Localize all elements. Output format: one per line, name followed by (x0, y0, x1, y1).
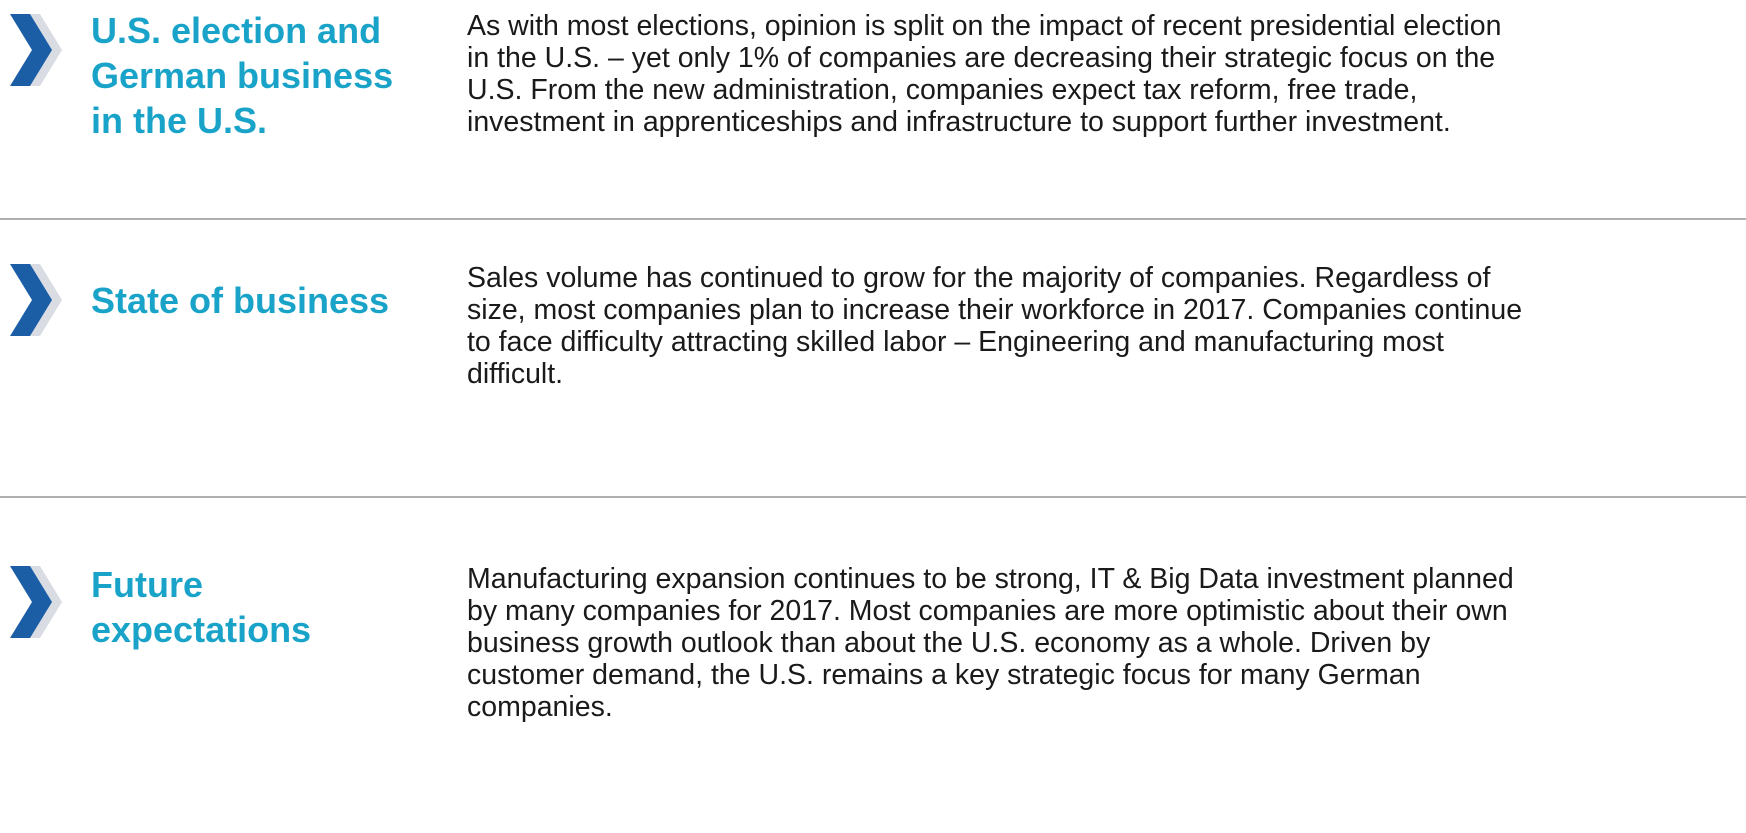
section-heading: State of business (91, 278, 389, 323)
text-line: difficult. (467, 358, 564, 390)
section-body: As with most elections, opinion is split… (467, 10, 1746, 138)
separator (0, 496, 1746, 498)
section-body: Manufacturing expansion continues to be … (467, 563, 1746, 723)
text-line: investment in apprenticeships and infras… (467, 106, 1451, 138)
text-line: business growth outlook than about the U… (467, 627, 1431, 659)
text-line: size, most companies plan to increase th… (467, 294, 1523, 326)
text-line: companies. (467, 691, 613, 723)
separator (0, 218, 1746, 220)
chevron-icon (10, 264, 62, 336)
text-line: U.S. election and (91, 10, 382, 51)
section-heading: Future expectations (91, 562, 311, 652)
text-line: customer demand, the U.S. remains a key … (467, 659, 1421, 691)
text-line: Future (91, 564, 203, 605)
text-line: As with most elections, opinion is split… (467, 10, 1502, 42)
text-line: German business (91, 55, 394, 96)
chevron-icon (10, 14, 62, 86)
text-line: expectations (91, 609, 312, 650)
text-line: Manufacturing expansion continues to be … (467, 563, 1514, 595)
text-line: in the U.S. – yet only 1% of companies a… (467, 42, 1496, 74)
text-line: State of business (91, 280, 390, 321)
text-line: U.S. From the new administration, compan… (467, 74, 1418, 106)
text-line: in the U.S. (91, 100, 268, 141)
text-line: Sales volume has continued to grow for t… (467, 262, 1491, 294)
chevron-icon (10, 566, 62, 638)
text-line: by many companies for 2017. Most compani… (467, 595, 1508, 627)
text-line: to face difficulty attracting skilled la… (467, 326, 1444, 358)
section-body: Sales volume has continued to grow for t… (467, 262, 1746, 390)
section-heading: U.S. election and German business in the… (91, 8, 393, 143)
